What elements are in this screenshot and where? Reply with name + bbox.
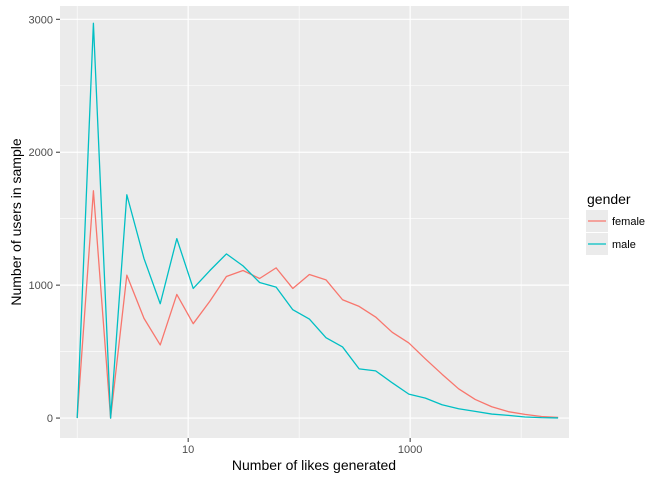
y-tick-label: 0: [47, 413, 53, 425]
x-axis-title: Number of likes generated: [232, 457, 396, 473]
series-line-male: [76, 22, 559, 419]
x-tick-label: 1000: [398, 444, 422, 456]
series-layer: [76, 22, 559, 419]
x-tick-label: 10: [182, 444, 194, 456]
plot-panel: [60, 6, 569, 438]
legend-label-female: female: [612, 216, 645, 228]
x-axis: 10 1000: [182, 438, 422, 456]
y-tick-label: 3000: [29, 14, 53, 26]
y-axis: 0 1000 2000 3000: [29, 14, 60, 425]
y-tick-label: 1000: [29, 280, 53, 292]
legend: gender female male: [586, 191, 645, 255]
legend-label-male: male: [612, 239, 636, 251]
y-tick-label: 2000: [29, 147, 53, 159]
y-axis-title: Number of users in sample: [8, 138, 24, 306]
series-line-female: [76, 190, 559, 419]
legend-title: gender: [587, 191, 631, 207]
grid-minor: [60, 6, 569, 438]
grid-major: [60, 6, 569, 438]
legend-keys: female male: [586, 210, 645, 255]
